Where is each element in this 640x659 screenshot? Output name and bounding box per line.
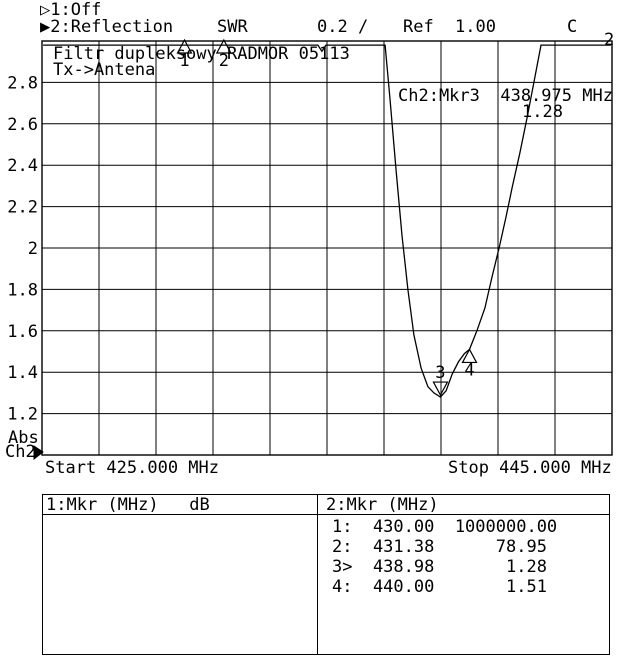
- marker-table-rows: 1: 430.00 1000000.00 2: 431.38 78.95 3> 43…: [332, 517, 557, 597]
- scale-per-div: 0.2 /: [317, 17, 369, 37]
- marker-table-right-header: 2:Mkr (MHz): [326, 495, 439, 515]
- y-tick-label: 1.4: [7, 363, 38, 383]
- marker-table-divider: [317, 494, 318, 655]
- marker-table-row: 1: 430.00 1000000.00: [332, 517, 558, 537]
- marker-2-number: 2: [219, 51, 229, 71]
- start-frequency-label: Start 425.000 MHz: [45, 458, 219, 478]
- channel2-indicator: 2: [604, 30, 615, 50]
- ch1-status: ▷1:Off: [40, 0, 102, 20]
- marker-table-header-separator: [42, 514, 610, 515]
- format-label: SWR: [217, 17, 248, 37]
- marker-table-left-header: 1:Mkr (MHz) dB: [46, 495, 210, 515]
- marker-4-number: 4: [464, 360, 474, 380]
- marker-2-symbol: [215, 38, 232, 54]
- ch2-measurement: ▶2:Reflection: [40, 17, 174, 37]
- swr-trace: [43, 44, 611, 398]
- y-tick-label: 1.6: [7, 322, 38, 342]
- plot-title-line1: Filtr dupleksowy RADMOR 05113: [53, 44, 350, 64]
- y-tick-label: 2: [28, 239, 38, 259]
- marker-4-symbol: [461, 348, 478, 364]
- y-tick-label: 1.2: [7, 405, 38, 425]
- marker-3-symbol: [432, 381, 449, 397]
- y-tick-label: 2.2: [7, 198, 38, 218]
- plot-title-line2: Tx->Antena: [53, 60, 156, 80]
- plot-border: [41, 40, 613, 456]
- marker-1-symbol: [176, 38, 193, 54]
- y-tick-label: 2.6: [7, 115, 38, 135]
- stop-frequency-label: Stop 445.000 MHz: [448, 458, 612, 478]
- marker-table-row: 3> 438.98 1.28: [332, 557, 547, 577]
- marker-readout-freq: Ch2:Mkr3 438.975 MHz: [398, 86, 613, 106]
- marker-table-row: 2: 431.38 78.95: [332, 537, 547, 557]
- marker-1-number: 1: [179, 51, 189, 71]
- y-tick-label: 1.8: [7, 280, 38, 300]
- y-tick-label: 2.4: [7, 156, 38, 176]
- marker-table-row: 4: 440.00 1.51: [332, 577, 547, 597]
- marker-3-number: 3: [435, 363, 445, 383]
- marker-readout-value: 1.28: [522, 102, 563, 122]
- cal-indicator: C: [567, 17, 578, 37]
- abs-label: Abs: [8, 428, 39, 448]
- marker-table-outline: [42, 494, 610, 655]
- ref-label: Ref: [403, 17, 434, 37]
- ch2-label: Ch2: [5, 442, 36, 462]
- ref-value: 1.00: [455, 17, 496, 37]
- reference-position-pointer: [33, 445, 44, 461]
- y-tick-label: 2.8: [7, 73, 38, 93]
